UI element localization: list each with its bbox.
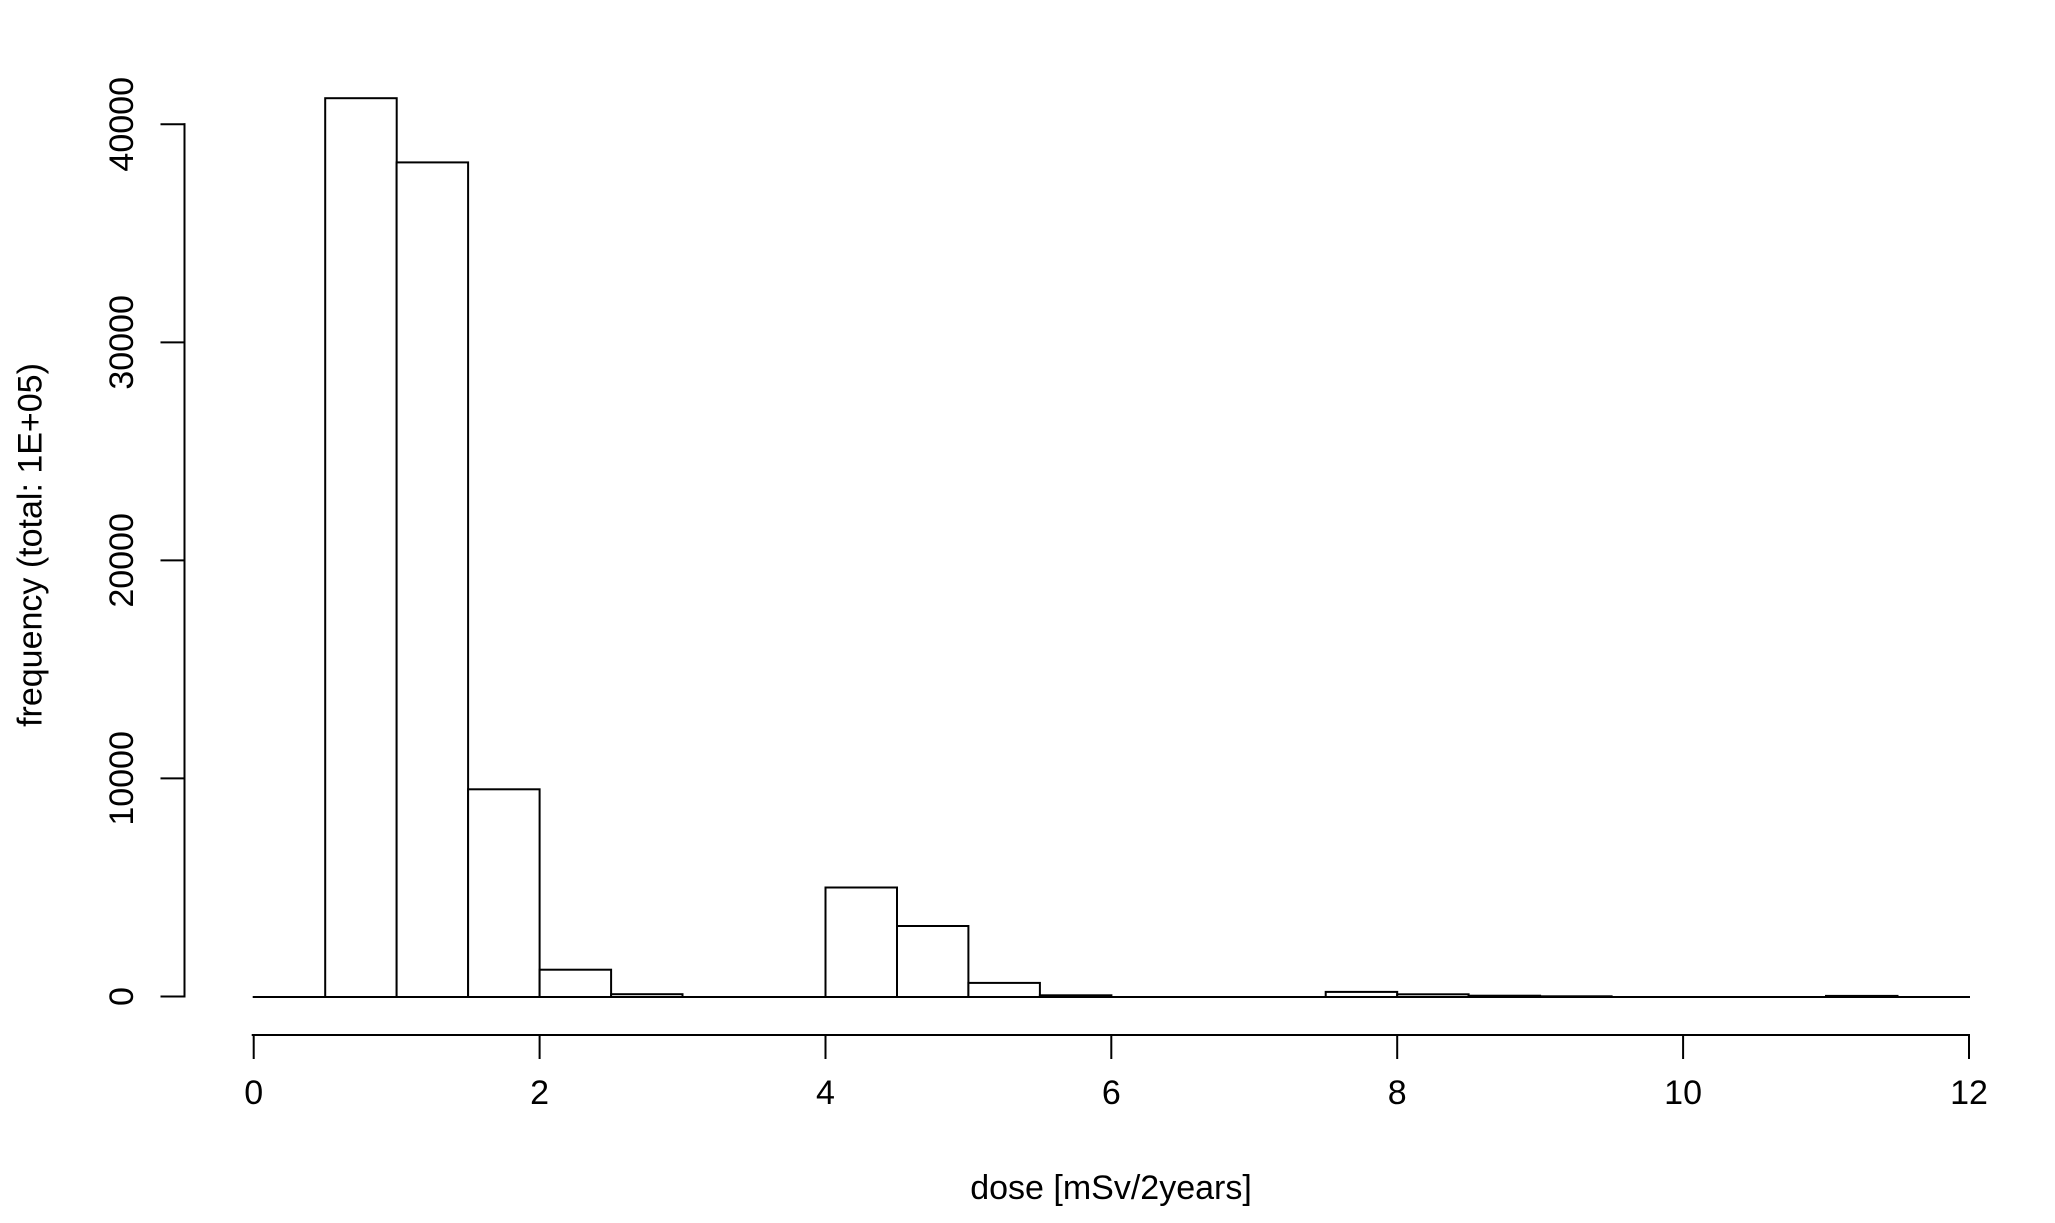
svg-text:6: 6 [1102,1074,1121,1112]
svg-text:40000: 40000 [103,77,141,172]
svg-text:0: 0 [103,987,141,1006]
svg-text:0: 0 [244,1074,263,1112]
svg-text:2: 2 [530,1074,549,1112]
svg-text:dose [mSv/2years]: dose [mSv/2years] [970,1169,1252,1207]
svg-text:4: 4 [816,1074,835,1112]
svg-text:30000: 30000 [103,295,141,390]
svg-text:10000: 10000 [103,731,141,826]
svg-text:20000: 20000 [103,513,141,608]
svg-text:12: 12 [1950,1074,1988,1112]
svg-text:frequency (total: 1E+05): frequency (total: 1E+05) [12,363,50,727]
svg-text:8: 8 [1388,1074,1407,1112]
svg-text:10: 10 [1664,1074,1702,1112]
